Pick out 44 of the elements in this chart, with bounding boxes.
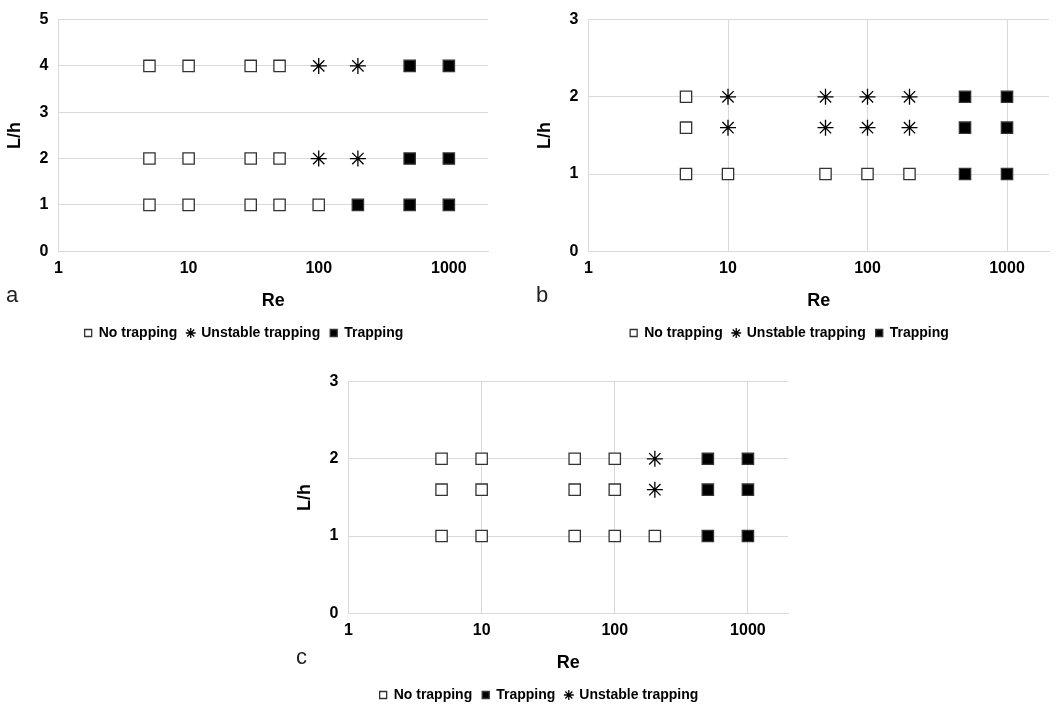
x-tick-label: 1000	[431, 259, 467, 277]
y-tick-label: 0	[569, 241, 579, 259]
legend-label: Unstable trapping	[579, 685, 699, 702]
y-tick-label: 0	[329, 603, 339, 621]
legend-label: Unstable trapping	[746, 323, 866, 340]
y-tick-label: 0	[39, 241, 49, 259]
y-tick-label: 1	[569, 164, 579, 182]
legend-label: No trapping	[644, 323, 723, 340]
x-tick-label: 100	[854, 259, 881, 277]
x-axis-title: Re	[556, 652, 580, 673]
y-tick-label: 2	[329, 449, 339, 467]
x-tick-label: 1000	[730, 621, 766, 639]
x-axis-title: Re	[261, 290, 285, 311]
legend-label: Trapping	[889, 323, 949, 340]
x-axis-title: Re	[807, 290, 831, 311]
text: c	[296, 644, 307, 670]
text: a	[6, 282, 19, 308]
y-tick-label: 1	[329, 526, 339, 544]
x-tick-label: 10	[472, 621, 491, 639]
x-tick-label: 100	[601, 621, 629, 639]
y-tick-label: 2	[39, 148, 49, 166]
y-tick-label: 4	[39, 56, 49, 74]
x-tick-label: 100	[305, 259, 333, 277]
y-axis-title: L/h	[533, 121, 554, 149]
legend-label: No trapping	[98, 323, 178, 340]
legend-label: Trapping	[496, 685, 556, 702]
legend-label: No trapping	[393, 685, 473, 702]
y-tick-label: 5	[39, 10, 49, 28]
x-tick-label: 10	[719, 259, 737, 277]
y-axis-title: L/h	[293, 483, 314, 511]
x-tick-label: 1	[584, 259, 594, 277]
y-tick-label: 3	[329, 372, 339, 390]
legend-label: Trapping	[344, 323, 404, 340]
text: b	[536, 282, 549, 308]
legend-label: Unstable trapping	[201, 323, 321, 340]
x-tick-label: 10	[179, 259, 198, 277]
y-tick-label: 3	[39, 102, 49, 120]
y-tick-label: 1	[39, 195, 49, 213]
y-tick-label: 2	[569, 87, 579, 105]
x-tick-label: 1	[54, 259, 64, 277]
x-tick-label: 1000	[989, 259, 1025, 277]
y-tick-label: 3	[569, 10, 579, 28]
y-axis-title: L/h	[3, 121, 24, 149]
x-tick-label: 1	[344, 621, 354, 639]
